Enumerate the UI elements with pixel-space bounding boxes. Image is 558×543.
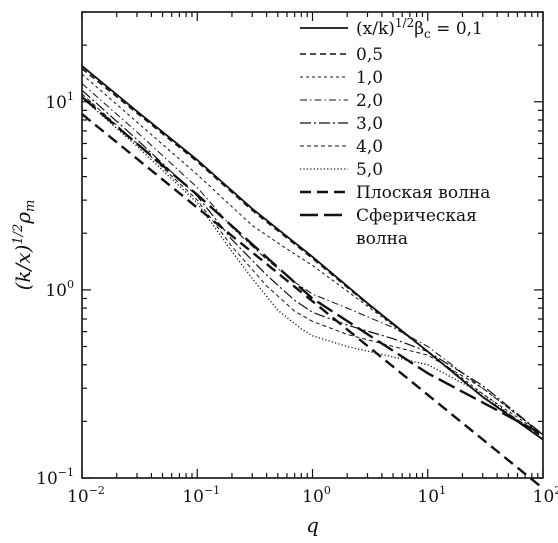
- y-tick-label: 100: [45, 278, 74, 301]
- x-tick-label: 10−1: [182, 484, 220, 507]
- legend-label: волна: [356, 229, 408, 249]
- series-line-4: [81, 89, 544, 436]
- series-layer: [81, 65, 544, 490]
- series-line-1: [81, 67, 544, 438]
- series-line-0: [81, 65, 544, 441]
- legend-label: Плоская волна: [356, 183, 490, 203]
- legend-header: (x/k)1/2βc = 0,1: [356, 16, 483, 41]
- series-line-8: [81, 96, 544, 436]
- legend: (x/k)1/2βc = 0,1 0,5 1,0 2,0 3,0 4,0 5,0 Плоска…: [300, 16, 490, 249]
- legend-label: Сферическая: [356, 206, 477, 226]
- legend-label: 4,0: [356, 137, 383, 157]
- series-line-5: [81, 93, 544, 435]
- x-tick-label: 100: [302, 484, 331, 507]
- legend-label: 2,0: [356, 91, 383, 111]
- y-tick-label: 10−1: [36, 466, 74, 489]
- legend-label: 1,0: [356, 68, 383, 88]
- legend-label: 3,0: [356, 114, 383, 134]
- series-line-6: [81, 97, 544, 441]
- x-tick-label: 10−2: [67, 484, 105, 507]
- series-line-2: [81, 73, 544, 436]
- y-axis-label: (k/x)1/2ρm: [11, 200, 38, 291]
- y-tick-label: 101: [45, 90, 74, 113]
- x-tick-label: 101: [417, 484, 446, 507]
- x-axis-label: q: [306, 513, 319, 537]
- plot-frame: [81, 11, 544, 479]
- legend-label: 0,5: [356, 45, 383, 65]
- series-line-3: [81, 83, 544, 435]
- series-line-7: [81, 113, 544, 490]
- x-tick-label: 102: [533, 484, 558, 507]
- legend-label: 5,0: [356, 160, 383, 180]
